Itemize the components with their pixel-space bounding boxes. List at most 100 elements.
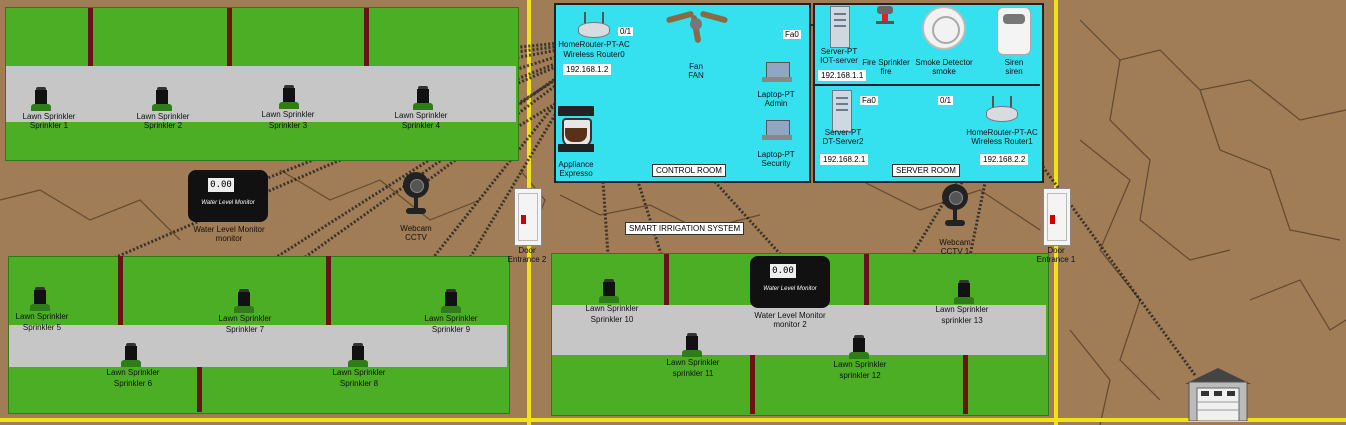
- water-level-monitor-icon[interactable]: 0.00 Water Level Monitor: [750, 256, 830, 308]
- sprinkler3-model: Lawn Sprinkler: [261, 110, 315, 119]
- fence-post: [118, 256, 123, 325]
- laptop2-name: Security: [761, 159, 791, 168]
- router2-model: HomeRouter-PT-AC: [966, 128, 1038, 137]
- sprinkler11-name: sprinkler 11: [672, 369, 714, 378]
- lawn-sprinkler-icon[interactable]: [152, 87, 172, 111]
- port-label: 0/1: [938, 96, 954, 105]
- appliance-model: Appliance: [558, 160, 594, 169]
- fire-model: Fire Sprinkler: [862, 58, 910, 67]
- laptop1-name: Admin: [764, 99, 788, 108]
- sprinkler5-name: Sprinkler 5: [22, 323, 62, 332]
- laptop-icon[interactable]: [762, 62, 792, 82]
- router1-ip: 192.168.1.2: [563, 64, 612, 75]
- lawn-sprinkler-icon[interactable]: [441, 289, 461, 313]
- lawn-sprinkler-icon[interactable]: [31, 87, 51, 111]
- fence-post: [750, 355, 755, 414]
- lawn-sprinkler-icon[interactable]: [121, 343, 141, 367]
- door-icon[interactable]: [514, 188, 542, 246]
- fire-name: fire: [880, 67, 892, 76]
- server2-ip: 192.168.2.1: [820, 154, 869, 165]
- sprinkler7-name: Sprinkler 7: [225, 325, 265, 334]
- laptop2-model: Laptop-PT: [757, 150, 795, 159]
- control-room-label: CONTROL ROOM: [652, 164, 726, 177]
- router2-ip: 192.168.2.2: [980, 154, 1029, 165]
- lawn-sprinkler-icon[interactable]: [30, 287, 50, 311]
- door-icon[interactable]: [1043, 188, 1071, 246]
- sprinkler13-model: Lawn Sprinkler: [935, 305, 989, 314]
- laptop1-model: Laptop-PT: [757, 90, 795, 99]
- coffee-machine-icon[interactable]: [558, 106, 594, 152]
- siren-icon[interactable]: [997, 7, 1031, 55]
- router2-name: Wireless Router1: [971, 137, 1033, 146]
- sprinkler12-name: sprinkler 12: [839, 371, 881, 380]
- lawn-sprinkler-icon[interactable]: [849, 335, 869, 359]
- router1-model: HomeRouter-PT-AC: [558, 40, 630, 49]
- port-label: 0/1: [618, 27, 634, 36]
- server2-model: Server-PT: [824, 128, 862, 137]
- lawn-sprinkler-icon[interactable]: [599, 279, 619, 303]
- smoke-model: Smoke Detector: [915, 58, 973, 67]
- port-label: Fa0: [860, 96, 878, 105]
- laptop-icon[interactable]: [762, 120, 792, 140]
- door1-name: Entrance 1: [1036, 255, 1076, 264]
- server-room-divider: [815, 84, 1040, 86]
- webcam-icon[interactable]: [940, 184, 970, 230]
- monitor1-model: Water Level Monitor: [193, 225, 265, 234]
- server-icon[interactable]: [832, 90, 852, 132]
- fan-name: FAN: [688, 71, 704, 80]
- smoke-detector-icon[interactable]: [922, 6, 966, 50]
- server1-model: Server-PT: [820, 47, 858, 56]
- lawn-sprinkler-icon[interactable]: [279, 85, 299, 109]
- fire-sprinkler-icon[interactable]: [874, 6, 896, 28]
- sprinkler8-model: Lawn Sprinkler: [332, 368, 386, 377]
- lawn-sprinkler-icon[interactable]: [413, 86, 433, 110]
- door2-model: Door: [518, 246, 536, 255]
- monitor2-reading: 0.00: [770, 264, 796, 278]
- door1-model: Door: [1047, 246, 1065, 255]
- garage-icon[interactable]: [1185, 366, 1251, 421]
- fence-post: [88, 8, 93, 66]
- cable-horizontal-bottom: [0, 418, 1346, 422]
- water-level-monitor-icon[interactable]: 0.00 Water Level Monitor: [188, 170, 268, 222]
- server-room-label: SERVER ROOM: [892, 164, 960, 177]
- monitor1-brand: Water Level Monitor: [201, 200, 255, 206]
- server1-name: IOT-server: [820, 56, 858, 65]
- monitor2-name: monitor 2: [773, 320, 807, 329]
- sprinkler11-model: Lawn Sprinkler: [666, 358, 720, 367]
- appliance-name: Expresso: [559, 169, 593, 178]
- webcam2-model: Webcam: [939, 238, 971, 247]
- lawn-sprinkler-icon[interactable]: [682, 333, 702, 357]
- fence-post: [227, 8, 232, 66]
- fan-model: Fan: [689, 62, 703, 71]
- sprinkler2-name: Sprinkler 2: [143, 121, 183, 130]
- router1-name: Wireless Router0: [563, 50, 625, 59]
- lawn-sprinkler-icon[interactable]: [348, 343, 368, 367]
- sprinkler7-model: Lawn Sprinkler: [218, 314, 272, 323]
- siren-model: Siren: [1004, 58, 1024, 67]
- fan-icon[interactable]: [664, 4, 729, 44]
- sprinkler12-model: Lawn Sprinkler: [833, 360, 887, 369]
- webcam-icon[interactable]: [401, 172, 431, 218]
- sprinkler4-model: Lawn Sprinkler: [394, 111, 448, 120]
- fence-post: [664, 254, 669, 305]
- webcam1-model: Webcam: [400, 224, 432, 233]
- lawn-sprinkler-icon[interactable]: [234, 289, 254, 313]
- router-icon[interactable]: [578, 12, 610, 38]
- sprinkler9-name: Sprinkler 9: [431, 325, 471, 334]
- sprinkler6-name: Sprinkler 6: [113, 379, 153, 388]
- monitor2-brand: Water Level Monitor: [763, 286, 817, 292]
- server2-name: DT-Server2: [822, 137, 864, 146]
- lawn-sprinkler-icon[interactable]: [954, 280, 974, 304]
- sprinkler8-name: Sprinkler 8: [339, 379, 379, 388]
- webcam2-name: CCTV 1: [940, 247, 970, 256]
- router-icon[interactable]: [986, 96, 1018, 122]
- sprinkler4-name: Sprinkler 4: [401, 121, 441, 130]
- siren-name: siren: [1005, 67, 1023, 76]
- sprinkler1-model: Lawn Sprinkler: [22, 112, 76, 121]
- webcam1-name: CCTV: [405, 233, 427, 242]
- sprinkler6-model: Lawn Sprinkler: [106, 368, 160, 377]
- door2-name: Entrance 2: [507, 255, 547, 264]
- walkway-top-left: [6, 66, 516, 122]
- system-title: SMART IRRIGATION SYSTEM: [625, 222, 745, 235]
- server-icon[interactable]: [830, 6, 850, 48]
